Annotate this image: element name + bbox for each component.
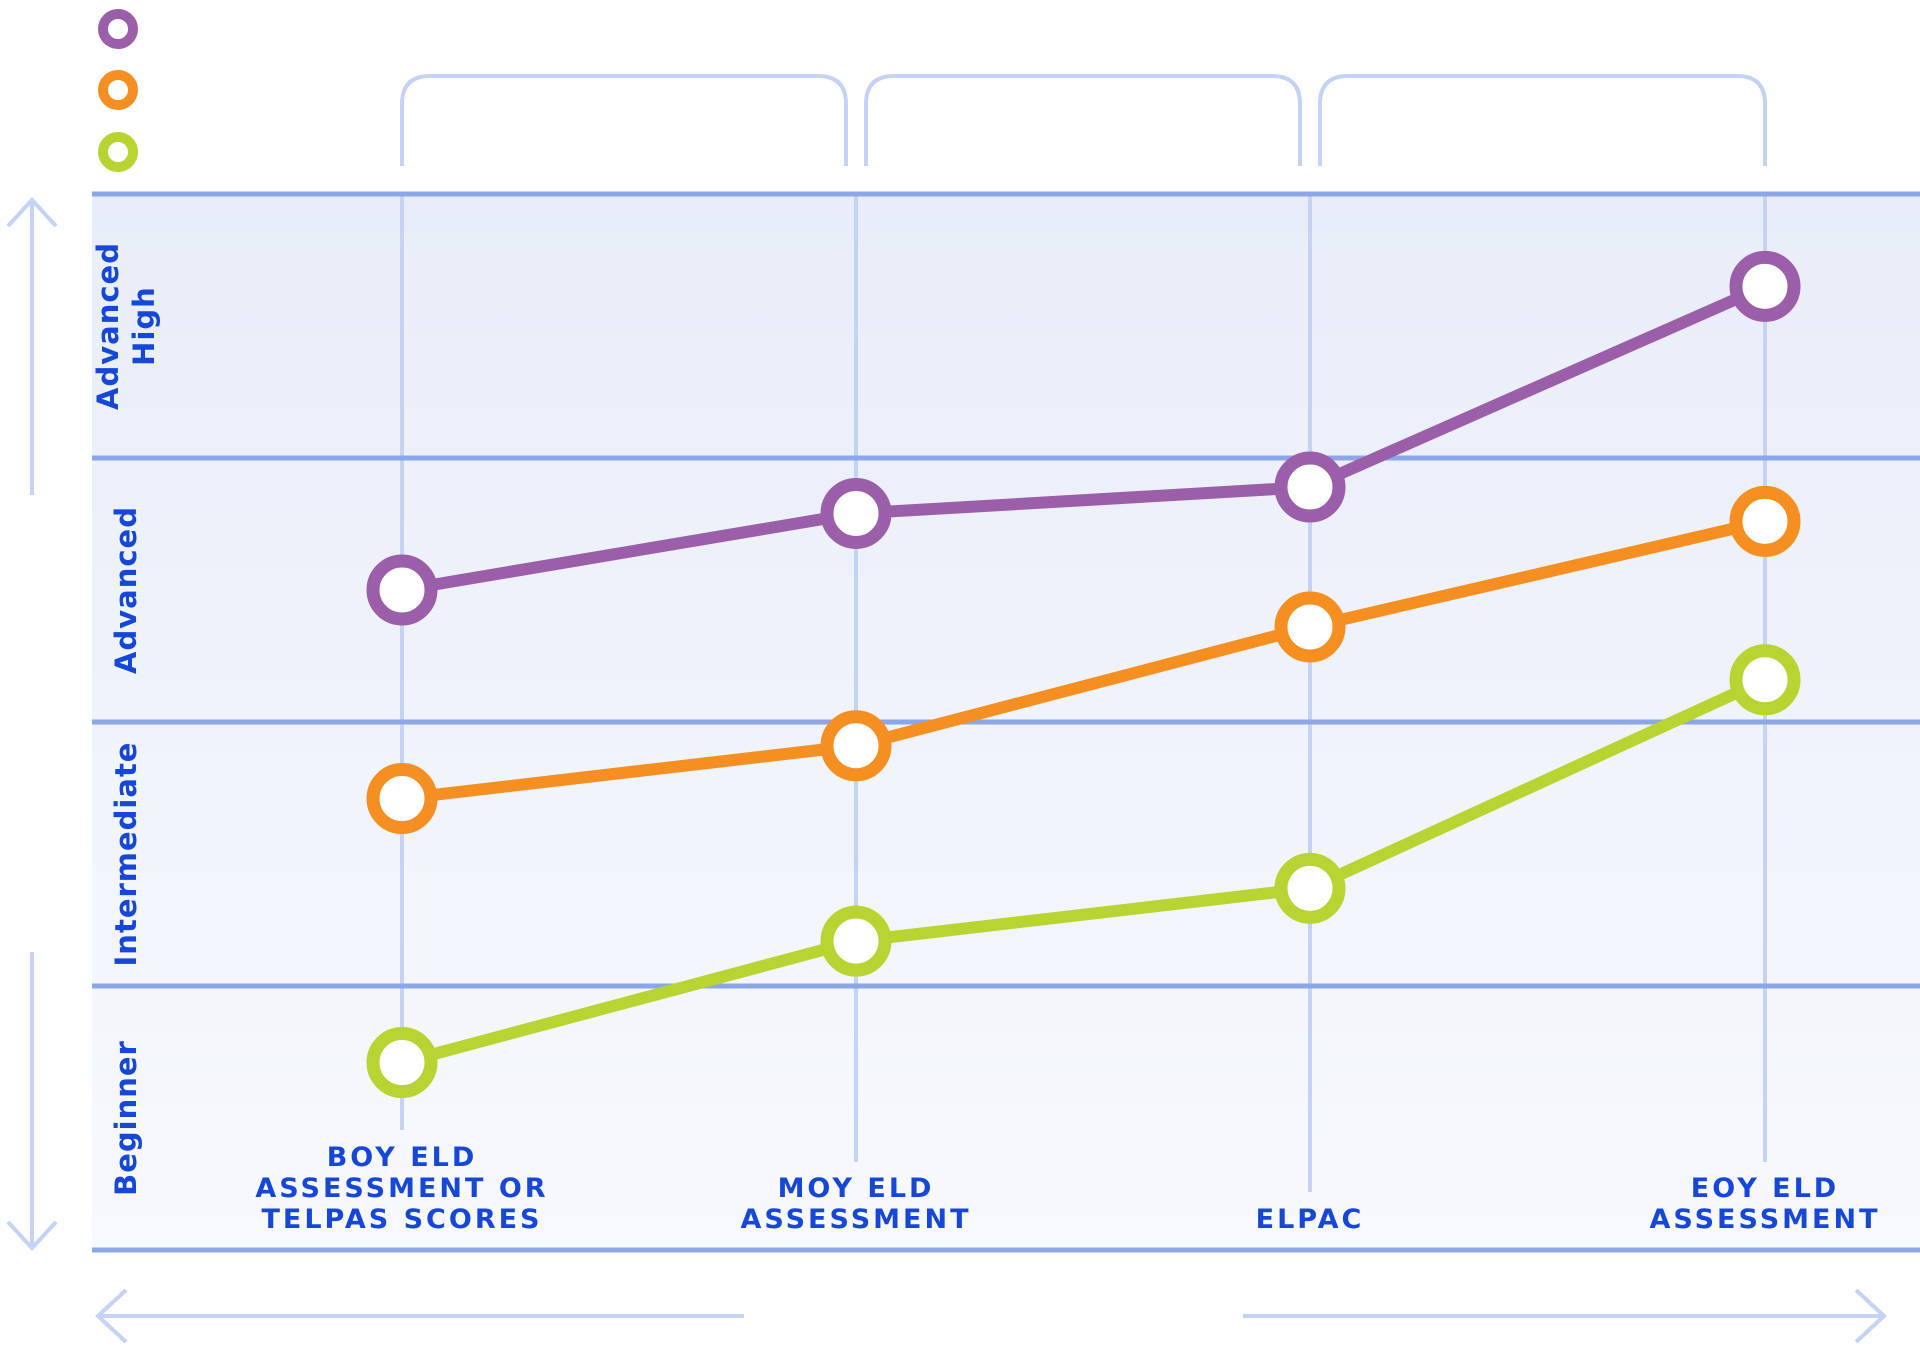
y-arrow-up-head [6,197,58,228]
category-label: TELPAS SCORES [261,1204,542,1235]
category-label: ASSESSMENT [740,1204,971,1235]
series-point [820,710,892,782]
series-point [1274,591,1346,663]
category-label: BOY ELD [327,1142,478,1173]
series-point [366,763,438,835]
series-point [1274,852,1346,924]
category-label: ELPAC [1256,1204,1365,1235]
series-line [396,280,1771,596]
series-point [1274,451,1346,523]
series-point [1729,250,1801,322]
category-label: ASSESSMENT [1649,1204,1880,1235]
category-label: MOY ELD [778,1173,935,1204]
period-bracket [400,74,848,166]
x-arrow-right-head [1854,1288,1887,1344]
legend-marker [98,9,138,49]
band-label: Advanced [91,242,125,410]
band-label: Beginner [109,1040,143,1196]
series-point [1729,485,1801,557]
series-point [366,1027,438,1099]
band-label: High [127,286,161,366]
legend-marker [98,70,138,110]
band-label: Advanced [109,506,143,674]
series-line [396,673,1771,1069]
period-bracket [864,74,1302,166]
band-label: Intermediate [109,742,143,967]
series-point [366,554,438,626]
y-arrow-down-head [6,1220,58,1251]
series-line [396,515,1771,805]
series-point [1729,644,1801,716]
series-point [820,905,892,977]
x-arrow-left-head [95,1288,128,1344]
category-label: EOY ELD [1691,1173,1839,1204]
series-point [820,477,892,549]
period-bracket [1318,74,1767,166]
category-label: ASSESSMENT OR [255,1173,548,1204]
legend-marker [98,132,138,172]
